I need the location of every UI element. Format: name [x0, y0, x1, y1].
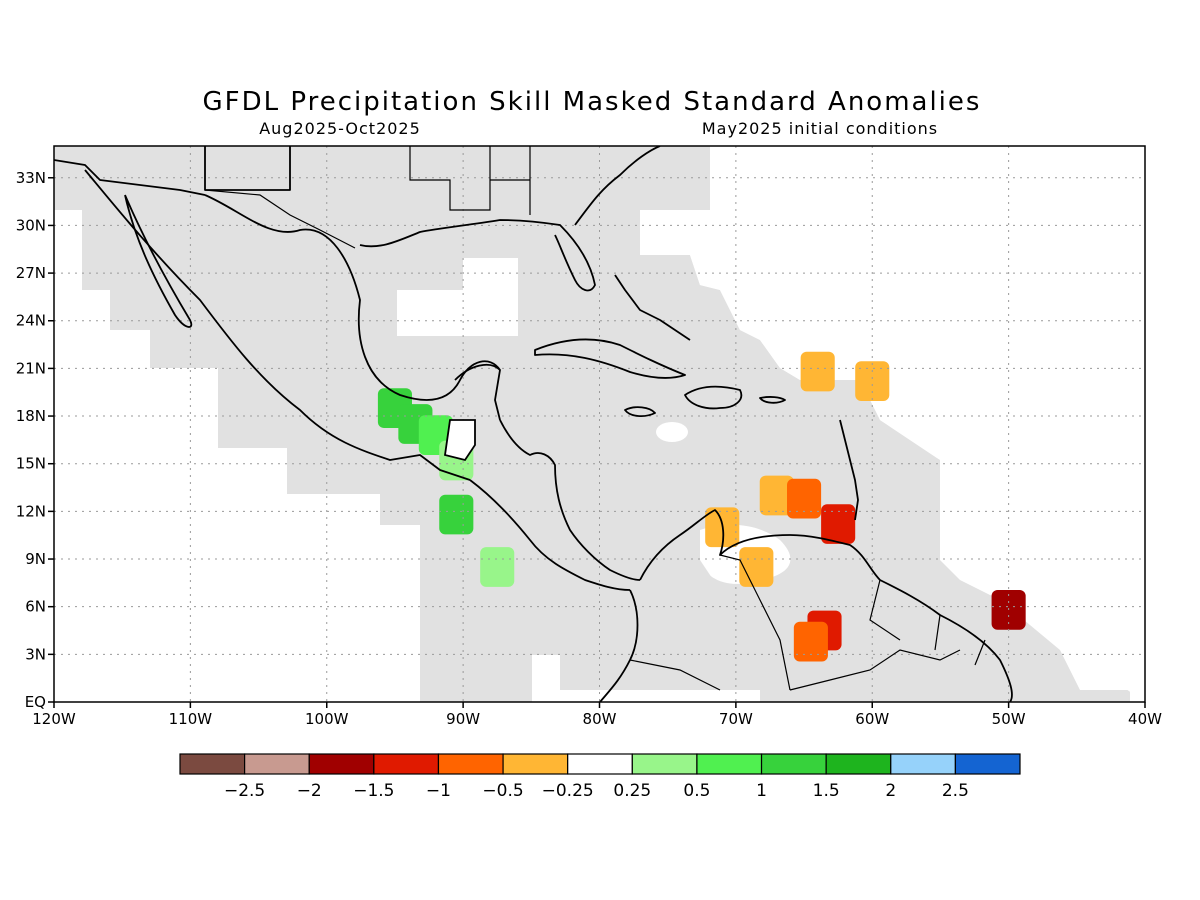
lon-tick-label: 120W	[32, 710, 76, 728]
white-caribbean-north	[640, 146, 1145, 380]
anomaly-cell	[480, 547, 515, 587]
lat-tick-label: 12N	[16, 502, 46, 520]
colorbar-label: −1.5	[353, 781, 394, 801]
border-guatemala	[443, 419, 476, 462]
colorbar-swatch	[437, 753, 504, 775]
coast-bahamas	[614, 274, 691, 341]
border-us-states	[409, 146, 531, 215]
lon-tick-label: 40W	[1128, 710, 1162, 728]
border-guyanas	[869, 579, 986, 666]
colorbar-swatch	[760, 753, 827, 775]
coast-central-america-pac	[469, 479, 631, 591]
lat-tick-label: EQ	[25, 693, 46, 711]
border-ecuador-peru	[629, 659, 721, 691]
lon-tick-label: 100W	[305, 710, 349, 728]
lon-tick-label: 80W	[583, 710, 617, 728]
plot-area	[54, 146, 1145, 702]
border-brazil	[789, 649, 961, 691]
colorbar-label: −2.5	[224, 781, 265, 801]
colorbar-swatch	[890, 753, 956, 775]
colorbar-label: 2	[885, 781, 896, 801]
colorbar-swatch	[308, 753, 375, 775]
lat-tick-label: 3N	[25, 645, 46, 663]
coast-guiana	[879, 579, 1013, 702]
colorbar-swatch	[567, 753, 633, 775]
white-pacific	[54, 210, 420, 702]
lon-tick-label: 90W	[446, 710, 480, 728]
axes: 120W 110W 100W 90W 80W 70W 60W 50W 40W EQ 3N 6N 9N 12…	[16, 169, 1162, 728]
map-title: GFDL Precipitation Skill Masked Standard…	[203, 87, 982, 117]
white-atlantic-east	[870, 380, 1145, 690]
colorbar-swatch	[502, 753, 569, 775]
border-us-mexico	[204, 189, 356, 249]
colorbar-label: 2.5	[942, 781, 969, 801]
lat-tick-label: 27N	[16, 264, 46, 282]
coast-us-south	[359, 219, 596, 292]
white-gulf-east	[463, 258, 518, 336]
colorbar-swatch	[373, 753, 440, 775]
coast-hispaniola	[684, 385, 743, 410]
anomaly-cell	[759, 475, 794, 516]
colorbar-label: 1.5	[813, 781, 840, 801]
coast-jamaica	[624, 406, 656, 417]
lat-tick-label: 9N	[25, 550, 46, 568]
coast-gulf-mexico	[204, 194, 501, 421]
country-borders	[204, 146, 986, 691]
lon-tick-label: 110W	[169, 710, 213, 728]
anomaly-cell	[739, 547, 774, 587]
colorbar-label: 0.25	[613, 781, 651, 801]
anomaly-cell	[793, 621, 828, 662]
coast-us-gulf	[54, 146, 291, 196]
initial-conditions-label: May2025 initial conditions	[702, 119, 938, 138]
coast-puerto-rico	[759, 396, 786, 404]
coast-mexico-west	[84, 169, 471, 481]
lat-tick-label: 24N	[16, 312, 46, 330]
white-southern-sea	[560, 690, 760, 702]
coast-us-east	[574, 146, 661, 226]
lat-tick-label: 21N	[16, 359, 46, 377]
period-label: Aug2025-Oct2025	[259, 119, 421, 138]
anomaly-cell	[800, 351, 835, 392]
anomaly-cell	[439, 494, 474, 535]
coast-lesser-antilles	[839, 419, 859, 521]
white-gulf-west	[397, 290, 463, 336]
colorbar-legend: −2.5 −2 −1.5 −1 −0.5 −0.25 0.25 0.5 1 1.5 2 2.5	[179, 753, 1021, 801]
anomaly-shading	[377, 351, 1026, 662]
anomaly-cell	[787, 478, 822, 519]
border-colombia-venezuela	[719, 554, 791, 691]
colorbar-swatch	[954, 753, 1021, 775]
colorbar-label: −0.25	[542, 781, 594, 801]
white-panama-south	[532, 655, 560, 702]
lat-tick-label: 30N	[16, 216, 46, 234]
colorbar-label: 0.5	[683, 781, 710, 801]
lon-tick-label: 60W	[855, 710, 889, 728]
coastlines	[54, 146, 1013, 702]
anomaly-cell	[855, 361, 890, 401]
unmasked-areas	[54, 146, 1145, 702]
colorbar-swatch	[244, 753, 310, 775]
colorbar-label: −0.5	[482, 781, 523, 801]
white-antilles-blob	[656, 422, 688, 442]
lon-tick-label: 50W	[992, 710, 1026, 728]
colorbar-swatch	[631, 753, 698, 775]
lat-tick-label: 6N	[25, 598, 46, 616]
coast-central-america	[499, 419, 641, 581]
colorbar-swatch	[825, 753, 892, 775]
lat-tick-label: 15N	[16, 455, 46, 473]
lat-tick-label: 33N	[16, 169, 46, 187]
lat-tick-label: 18N	[16, 407, 46, 425]
coast-baja	[124, 194, 193, 328]
colorbar-swatch	[696, 753, 763, 775]
colorbar-swatch	[179, 753, 246, 775]
coast-cuba	[534, 338, 686, 379]
colorbar-label: −1	[426, 781, 451, 801]
colorbar-label: −2	[297, 781, 322, 801]
colorbar-label: 1	[756, 781, 767, 801]
lon-tick-label: 70W	[719, 710, 753, 728]
coast-yucatan	[454, 363, 501, 381]
anomaly-cell	[821, 504, 856, 544]
